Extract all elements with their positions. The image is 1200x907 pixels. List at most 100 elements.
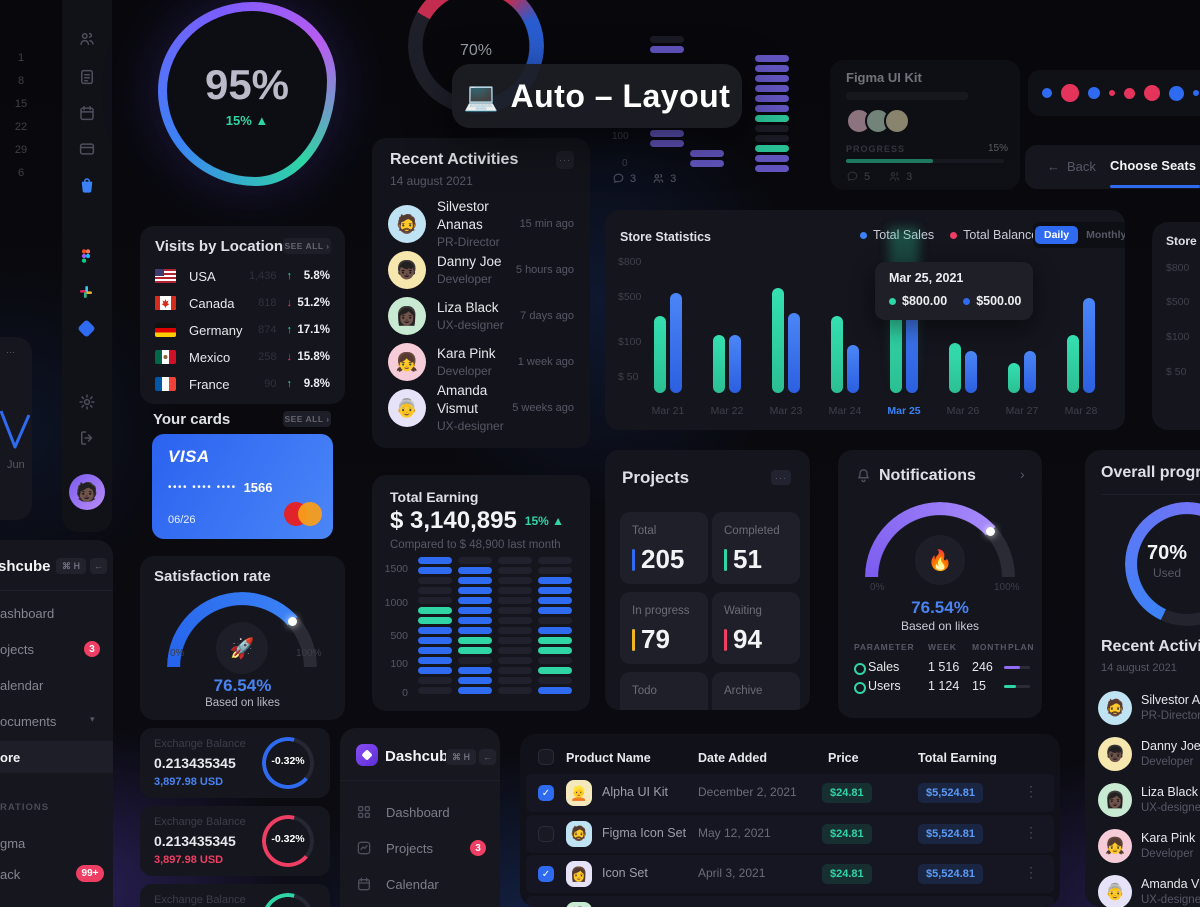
visits-row[interactable]: France 90 ↑ 9.8% [155, 374, 330, 394]
chart-segment [498, 567, 532, 574]
sidebar-item[interactable]: ocuments [0, 714, 57, 729]
visit-count: 258 [258, 351, 277, 363]
calendar-date[interactable]: 1 [17, 52, 25, 64]
kebab-menu-icon[interactable]: ⋮ [1024, 864, 1038, 880]
kebab-menu-icon[interactable]: ⋮ [1024, 783, 1038, 799]
panel-menu-icon[interactable]: ··· [556, 151, 574, 169]
sidebar-item-dashboard[interactable]: Dashboard [356, 800, 486, 824]
chevron-right-icon[interactable]: › [1020, 466, 1025, 482]
calendar-date[interactable]: 29 [14, 144, 28, 156]
table-row[interactable]: ✓ 👱 Alpha UI Kit December 2, 2021 $24.81 $5,5… [526, 774, 1054, 812]
phone-menu-icon[interactable]: ⋯ [6, 347, 16, 357]
visits-see-all-button[interactable]: SEE ALL › [283, 238, 331, 254]
sidebar-item[interactable]: ack [0, 867, 21, 882]
collapse-button[interactable]: ← [90, 558, 107, 574]
activity-row[interactable]: 🧔 Silvestor Ananas PR-Director 15 min ago [388, 199, 574, 249]
bag-icon[interactable] [78, 176, 96, 194]
table-row[interactable]: 🧔 Figma Icon Set May 12, 2021 $24.81 $5,524.… [526, 814, 1054, 853]
chart-segment [538, 687, 572, 694]
sidebar-item[interactable]: ashboard [0, 606, 55, 621]
seat-dot[interactable] [1124, 87, 1135, 99]
logout-icon[interactable] [78, 429, 96, 447]
toggle-daily[interactable]: Daily [1035, 226, 1079, 244]
tile-accent-bar [724, 628, 727, 651]
exchange-card[interactable]: Exchange Balance [140, 884, 330, 907]
toggle-monthly[interactable]: Monthly [1086, 229, 1125, 241]
project-tile[interactable]: Waiting 94 [712, 592, 800, 664]
dashcube-logo [356, 744, 378, 766]
slack-icon[interactable] [78, 284, 96, 302]
figma-icon[interactable] [78, 248, 96, 266]
calendar-date[interactable]: 6 [17, 167, 25, 179]
activity-row[interactable]: 👩🏿 Liza Black UX-designer [1098, 780, 1200, 820]
activity-row[interactable]: 👵 Amanda Vismut UX-designer 5 weeks ago [388, 383, 574, 433]
activity-row[interactable]: 👩🏿 Liza Black UX-designer 7 days ago [388, 296, 574, 336]
exchange-card[interactable]: Exchange Balance 0.213435345 3,897.98 USD -… [140, 806, 330, 876]
activity-row[interactable]: 👦🏿 Danny Joe Developer 5 hours ago [388, 250, 574, 290]
tooltip-dot-blue [963, 297, 971, 305]
seat-dot[interactable] [1042, 88, 1052, 98]
diamond-icon[interactable] [77, 319, 96, 338]
sidebar-item[interactable]: ojects [0, 642, 34, 657]
person-info: Kara Pink Developer [437, 345, 496, 379]
sidebar-item-calendar[interactable]: Calendar [356, 872, 486, 896]
project-tile[interactable]: In progress 79 [620, 592, 708, 664]
projects-menu-icon[interactable]: ··· [771, 470, 791, 485]
seat-dot[interactable] [1169, 85, 1184, 101]
project-tile[interactable]: Archive [712, 672, 800, 710]
calendar-date[interactable]: 15 [14, 98, 28, 110]
visits-row[interactable]: USA 1,436 ↑ 5.8% [155, 266, 330, 286]
activity-row[interactable]: 👦🏿 Danny Joe Developer [1098, 734, 1200, 774]
visits-row[interactable]: Mexico 258 ↓ 15.8% [155, 347, 330, 367]
seat-dot[interactable] [1144, 85, 1160, 101]
seat-dot[interactable] [1109, 90, 1115, 96]
trend-arrow-icon: ↓ [286, 351, 293, 363]
seat-dot[interactable] [1088, 87, 1100, 99]
satisfaction-title: Satisfaction rate [154, 568, 271, 585]
calendar-date[interactable]: 8 [17, 75, 25, 87]
sidebar-item[interactable]: gma [0, 836, 26, 851]
table-row[interactable]: ✓🧑 [526, 895, 1054, 907]
product-name: Icon Set [602, 866, 648, 880]
row-checkbox-checked[interactable]: ✓ [538, 866, 554, 882]
choose-seats-tab[interactable]: Choose Seats [1110, 158, 1196, 173]
back-arrow-icon[interactable]: ← [1047, 159, 1060, 174]
activity-row[interactable]: 👵 Amanda Vismut UX-designer [1098, 872, 1200, 907]
chart-segment [498, 627, 532, 634]
calendar-icon[interactable] [78, 104, 96, 122]
row-checkbox-checked[interactable]: ✓ [538, 785, 554, 801]
visits-row[interactable]: Germany 874 ↑ 17.1% [155, 320, 330, 340]
your-cards-see-all-button[interactable]: SEE ALL › [283, 411, 331, 427]
collapse-button[interactable]: ← [479, 749, 496, 765]
calendar-date[interactable]: 22 [14, 121, 28, 133]
sidebar-item[interactable]: ore [0, 750, 21, 765]
table-row[interactable]: ✓ 👩 Icon Set April 3, 2021 $24.81 $5,524.81 ⋮ [526, 855, 1054, 893]
row-checkbox[interactable] [538, 825, 554, 842]
activity-row[interactable]: 👧 Kara Pink Developer 1 week ago [388, 342, 574, 382]
file-icon[interactable] [78, 68, 96, 86]
exchange-card[interactable]: Exchange Balance 0.213435345 3,897.98 USD -… [140, 728, 330, 798]
trend-arrow-icon: ↑ [286, 324, 293, 336]
sidebar-item-projects[interactable]: Projects 3 [356, 836, 486, 860]
users-icon[interactable] [78, 30, 96, 48]
sidebar-item[interactable]: alendar [0, 678, 44, 693]
activity-row[interactable]: 🧔 Silvestor Ananas PR-Director [1098, 688, 1200, 728]
avatar: 👧 [388, 343, 426, 381]
avatar[interactable]: 🧑🏿 [69, 474, 105, 510]
axis-label: $100 [618, 336, 642, 348]
select-all-checkbox[interactable] [538, 749, 554, 765]
visits-row[interactable]: Canada 818 ↓ 51.2% [155, 293, 330, 313]
activity-row[interactable]: 👧 Kara Pink Developer [1098, 826, 1198, 866]
kebab-menu-icon[interactable]: ⋮ [1024, 823, 1038, 840]
project-tile[interactable]: Completed 51 [712, 512, 800, 584]
seat-dot[interactable] [1061, 84, 1079, 102]
seat-dot[interactable] [1193, 90, 1199, 96]
project-tile[interactable]: Todo [620, 672, 708, 710]
card-icon[interactable] [78, 140, 96, 158]
visa-card[interactable]: VISA •••• •••• •••• 1566 06/26 [152, 434, 333, 539]
chart-segment [755, 75, 789, 82]
settings-icon[interactable] [78, 393, 96, 411]
back-button[interactable]: Back [1067, 159, 1096, 174]
project-tile[interactable]: Total 205 [620, 512, 708, 584]
store-statistics-card: Store Statistics Total Sales Total Balan… [605, 210, 1125, 430]
